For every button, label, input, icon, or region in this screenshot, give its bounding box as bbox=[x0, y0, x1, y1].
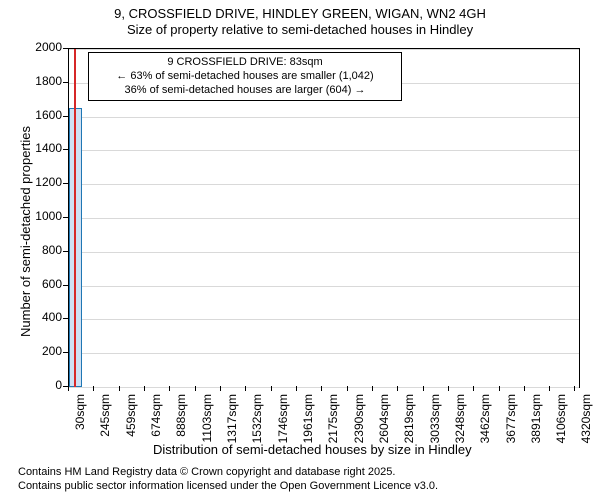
callout-box: 9 CROSSFIELD DRIVE: 83sqm ← 63% of semi-… bbox=[88, 52, 402, 101]
x-tick-mark bbox=[144, 386, 145, 391]
y-tick-mark bbox=[63, 217, 68, 218]
x-tick-label: 2390sqm bbox=[352, 394, 366, 454]
grid-line bbox=[69, 353, 579, 354]
x-tick-mark bbox=[195, 386, 196, 391]
grid-line bbox=[69, 184, 579, 185]
y-tick-label: 1600 bbox=[24, 108, 62, 122]
y-tick-mark bbox=[63, 183, 68, 184]
callout-line-1: 9 CROSSFIELD DRIVE: 83sqm bbox=[95, 56, 395, 70]
y-tick-label: 400 bbox=[24, 310, 62, 324]
grid-line bbox=[69, 150, 579, 151]
grid-line bbox=[69, 49, 579, 50]
x-tick-mark bbox=[499, 386, 500, 391]
x-tick-label: 2819sqm bbox=[402, 394, 416, 454]
x-tick-label: 3891sqm bbox=[529, 394, 543, 454]
y-axis-label: Number of semi-detached properties bbox=[18, 126, 33, 337]
x-tick-mark bbox=[574, 386, 575, 391]
x-tick-label: 1103sqm bbox=[200, 394, 214, 454]
x-tick-mark bbox=[271, 386, 272, 391]
y-tick-mark bbox=[63, 285, 68, 286]
x-tick-label: 459sqm bbox=[124, 394, 138, 454]
x-tick-mark bbox=[448, 386, 449, 391]
title-line-2: Size of property relative to semi-detach… bbox=[0, 22, 600, 38]
x-tick-label: 1317sqm bbox=[225, 394, 239, 454]
y-tick-label: 2000 bbox=[24, 40, 62, 54]
grid-line bbox=[69, 319, 579, 320]
x-tick-label: 4320sqm bbox=[579, 394, 593, 454]
x-tick-mark bbox=[119, 386, 120, 391]
callout-line-3: 36% of semi-detached houses are larger (… bbox=[95, 84, 395, 98]
grid-line bbox=[69, 387, 579, 388]
y-tick-mark bbox=[63, 352, 68, 353]
legal-line-1: Contains HM Land Registry data © Crown c… bbox=[18, 466, 395, 478]
x-tick-mark bbox=[220, 386, 221, 391]
highlight-line bbox=[74, 49, 76, 387]
x-tick-mark bbox=[93, 386, 94, 391]
x-tick-mark bbox=[423, 386, 424, 391]
x-tick-label: 888sqm bbox=[174, 394, 188, 454]
chart-container: 9, CROSSFIELD DRIVE, HINDLEY GREEN, WIGA… bbox=[0, 0, 600, 500]
callout-line-2: ← 63% of semi-detached houses are smalle… bbox=[95, 70, 395, 84]
x-tick-mark bbox=[372, 386, 373, 391]
y-tick-mark bbox=[63, 149, 68, 150]
y-tick-label: 1200 bbox=[24, 175, 62, 189]
x-tick-label: 1746sqm bbox=[276, 394, 290, 454]
grid-line bbox=[69, 286, 579, 287]
x-tick-label: 2604sqm bbox=[377, 394, 391, 454]
x-tick-label: 3677sqm bbox=[504, 394, 518, 454]
y-tick-mark bbox=[63, 48, 68, 49]
x-tick-label: 3462sqm bbox=[478, 394, 492, 454]
x-tick-mark bbox=[245, 386, 246, 391]
y-tick-label: 600 bbox=[24, 277, 62, 291]
x-tick-mark bbox=[473, 386, 474, 391]
x-tick-mark bbox=[296, 386, 297, 391]
y-tick-mark bbox=[63, 116, 68, 117]
y-tick-label: 200 bbox=[24, 344, 62, 358]
x-tick-mark bbox=[524, 386, 525, 391]
y-tick-label: 800 bbox=[24, 243, 62, 257]
y-tick-label: 1000 bbox=[24, 209, 62, 223]
grid-line bbox=[69, 117, 579, 118]
y-tick-mark bbox=[63, 251, 68, 252]
x-tick-label: 1961sqm bbox=[301, 394, 315, 454]
x-tick-mark bbox=[68, 386, 69, 391]
grid-line bbox=[69, 218, 579, 219]
x-tick-mark bbox=[397, 386, 398, 391]
title-line-1: 9, CROSSFIELD DRIVE, HINDLEY GREEN, WIGA… bbox=[0, 6, 600, 22]
y-tick-mark bbox=[63, 82, 68, 83]
y-tick-mark bbox=[63, 318, 68, 319]
y-tick-label: 1800 bbox=[24, 74, 62, 88]
x-tick-label: 3248sqm bbox=[453, 394, 467, 454]
x-tick-label: 3033sqm bbox=[428, 394, 442, 454]
x-tick-label: 30sqm bbox=[73, 394, 87, 454]
y-tick-label: 0 bbox=[24, 378, 62, 392]
x-tick-mark bbox=[347, 386, 348, 391]
x-tick-label: 674sqm bbox=[149, 394, 163, 454]
chart-title: 9, CROSSFIELD DRIVE, HINDLEY GREEN, WIGA… bbox=[0, 0, 600, 39]
x-tick-label: 4106sqm bbox=[554, 394, 568, 454]
x-tick-label: 2175sqm bbox=[326, 394, 340, 454]
y-tick-label: 1400 bbox=[24, 141, 62, 155]
x-tick-mark bbox=[549, 386, 550, 391]
grid-line bbox=[69, 252, 579, 253]
x-tick-label: 1532sqm bbox=[250, 394, 264, 454]
x-tick-label: 245sqm bbox=[98, 394, 112, 454]
legal-line-2: Contains public sector information licen… bbox=[18, 480, 438, 492]
x-tick-mark bbox=[321, 386, 322, 391]
x-tick-mark bbox=[169, 386, 170, 391]
